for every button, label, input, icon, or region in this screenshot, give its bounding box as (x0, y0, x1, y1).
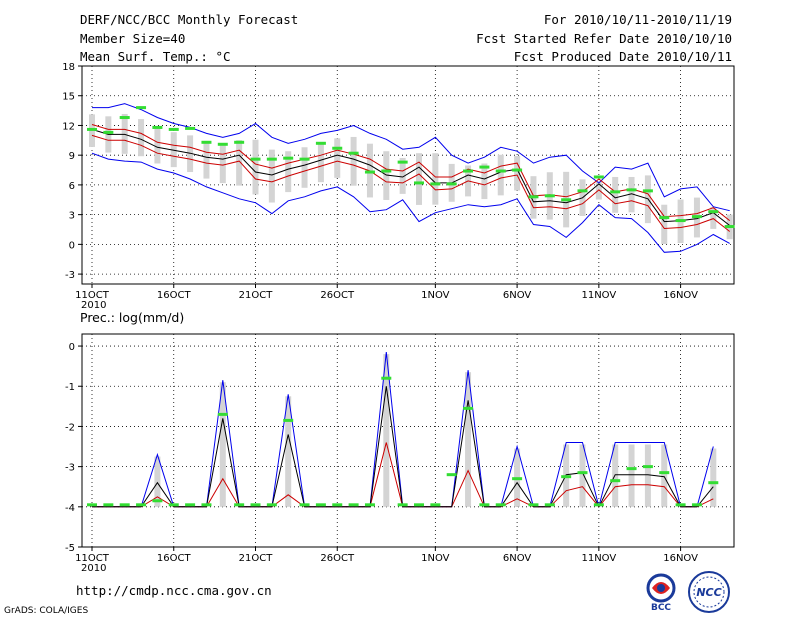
spread-bar (383, 354, 390, 507)
spread-bar (465, 372, 472, 507)
y-tick-label: -3 (65, 463, 75, 474)
series-max-line (92, 103, 730, 212)
y-tick-label: 6 (69, 181, 75, 192)
x-tick-label: 16OCT (157, 553, 192, 564)
x-tick-label: 26OCT (320, 553, 355, 564)
x-tick-label: 21OCT (239, 553, 274, 564)
precip-title: Prec.: log(mm/d) (80, 310, 184, 325)
y-tick-label: -5 (65, 543, 75, 554)
series-mean-line (91, 128, 731, 226)
x-year-label: 2010 (81, 563, 106, 574)
spread-bar (285, 151, 292, 193)
spread-bar (219, 144, 226, 184)
spread-bar (481, 163, 488, 200)
spread-bar (236, 140, 243, 186)
x-tick-label: 16OCT (157, 290, 192, 301)
x-tick-label: 16NOV (663, 290, 698, 301)
spread-bar (252, 139, 259, 195)
y-tick-label: 0 (69, 342, 75, 353)
website-url[interactable]: http://cmdp.ncc.cma.gov.cn (76, 583, 272, 598)
x-tick-label: 11OCT (75, 290, 110, 301)
x-tick-label: 11NOV (581, 290, 616, 301)
series-min-line (91, 152, 730, 253)
y-tick-label: 3 (69, 211, 75, 222)
spread-bar (219, 382, 226, 507)
spread-bar (644, 444, 651, 507)
spread-bar (154, 127, 161, 164)
x-tick-label: 11OCT (75, 553, 110, 564)
spread-bar (661, 204, 668, 244)
spread-bar (416, 153, 422, 205)
fcst-started-date: Fcst Started Refer Date 2010/10/10 (476, 31, 732, 46)
spread-bar (579, 444, 586, 507)
series-upper-band-line (91, 124, 731, 221)
spread-bar (497, 154, 504, 196)
series-lower-band-line (91, 134, 731, 232)
member-size: Member Size=40 (80, 31, 186, 46)
x-tick-label: 6NOV (503, 290, 532, 301)
y-tick-label: -4 (65, 503, 75, 514)
spread-bar (301, 147, 308, 188)
spread-bar (268, 149, 275, 203)
y-tick-label: 18 (62, 62, 75, 73)
spread-bar (285, 396, 292, 507)
precipitation-panel: 11OCT 16OCT 21OCT 26OCT 1NOV 6NOV 11NOV 16NOV 20… (65, 333, 735, 574)
spread-bar (661, 444, 668, 507)
y-tick-label: -3 (65, 270, 75, 281)
spread-bar (383, 151, 390, 200)
spread-bar (432, 153, 439, 205)
x-tick-label: 16NOV (663, 553, 698, 564)
grads-credit: GrADS: COLA/IGES (4, 606, 89, 616)
spread-bar (334, 138, 341, 178)
spread-bar (710, 448, 717, 507)
fcst-produced-date: Fcst Produced Date 2010/10/11 (513, 49, 732, 64)
spread-bar (514, 155, 521, 191)
spread-bar (710, 207, 717, 229)
y-tick-label: 9 (69, 151, 75, 162)
bcc-logo-text: BCC (651, 603, 671, 613)
spread-bar (350, 136, 357, 186)
series-mean-line (92, 386, 714, 508)
spread-bar (399, 157, 406, 194)
spread-bar (203, 140, 210, 179)
x-tick-label: 26OCT (320, 290, 355, 301)
plot-frame (81, 333, 735, 548)
series-max-line (92, 352, 714, 508)
spread-bar (628, 444, 635, 507)
spread-bar (138, 119, 145, 157)
x-tick-label: 6NOV (503, 553, 532, 564)
y-tick-label: 12 (62, 121, 75, 132)
temperature-panel: 11OCT 16OCT 21OCT 26OCT 1NOV 6NOV 11NOV 16NOV 20… (62, 62, 735, 311)
ncc-logo-text: NCC (696, 586, 721, 599)
spread-bar (628, 176, 635, 213)
y-tick-label: -2 (65, 422, 75, 433)
spread-bar (170, 132, 177, 168)
x-tick-label: 1NOV (421, 290, 450, 301)
plot-frame (81, 65, 735, 285)
x-tick-label: 1NOV (421, 553, 450, 564)
forecast-range: For 2010/10/11-2010/11/19 (543, 12, 732, 27)
y-tick-label: 0 (69, 240, 75, 251)
x-tick-label: 21OCT (239, 290, 274, 301)
y-tick-label: -1 (65, 382, 75, 393)
spread-bar (612, 176, 619, 213)
spread-bar (317, 142, 324, 183)
x-year-label: 2010 (81, 300, 106, 311)
spread-bar (154, 456, 161, 507)
variable-label: Mean Surf. Temp.: °C (80, 49, 231, 64)
y-tick-label: 15 (62, 92, 75, 103)
x-tick-label: 11NOV (581, 553, 616, 564)
ncc-logo: NCC (688, 571, 730, 613)
chart-title: DERF/NCC/BCC Monthly Forecast (80, 12, 299, 27)
bcc-logo: BCC (646, 573, 676, 613)
